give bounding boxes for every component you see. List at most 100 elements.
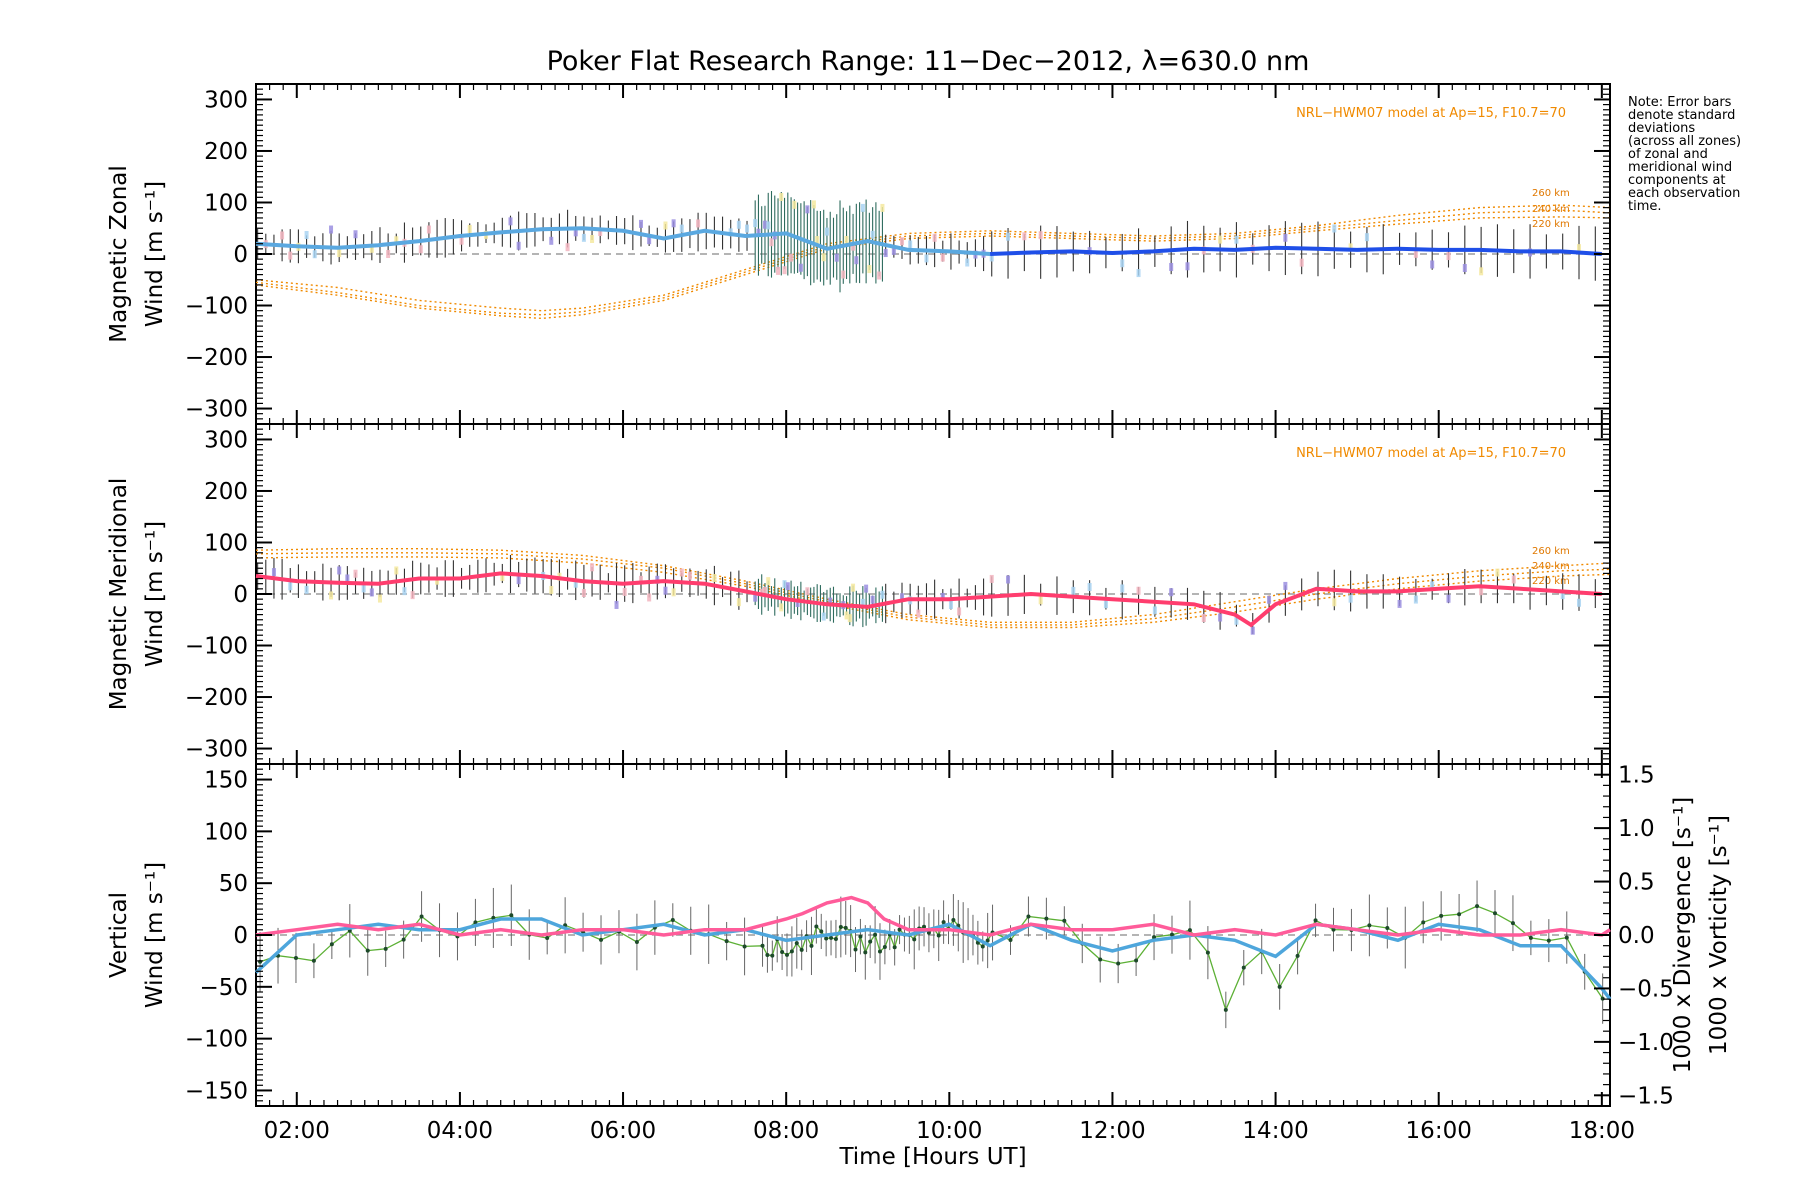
zonal-zone-marker: [581, 233, 586, 242]
zonal-zone-marker: [1022, 232, 1027, 241]
meridional-zone-marker: [1267, 595, 1272, 604]
x-tick-label: 04:00: [427, 1118, 493, 1144]
meridional-zone-marker: [1479, 587, 1484, 596]
vertical-wind-point: [401, 937, 406, 942]
vertical-wind-point: [1331, 927, 1336, 932]
meridional-mean-curve: [255, 571, 1602, 628]
meridional-zone-marker: [369, 588, 374, 597]
zonal-zone-marker: [779, 192, 784, 201]
zonal-y-tick-label: −200: [185, 345, 248, 371]
zonal-zone-marker: [769, 238, 774, 247]
x-axis-label: Time [Hours UT]: [838, 1144, 1026, 1170]
zonal-zone-marker: [844, 235, 849, 244]
meridional-zone-marker: [394, 566, 399, 575]
note-line: components at: [1628, 173, 1726, 188]
vertical-wind-point: [941, 920, 946, 925]
meridional-zone-marker: [353, 569, 358, 578]
meridional-zone-marker: [549, 585, 554, 594]
zonal-zone-marker: [573, 228, 578, 237]
vertical-wind-point: [868, 939, 873, 944]
meridional-zone-marker: [329, 591, 334, 600]
x-tick-label: 16:00: [1406, 1118, 1472, 1144]
zonal-zone-marker: [989, 253, 994, 262]
meridional-zone-marker: [1413, 595, 1418, 604]
zonal-zone-marker: [736, 220, 741, 229]
vertical-wind-point: [1134, 958, 1139, 963]
meridional-zone-marker: [795, 598, 800, 607]
vertical-wind-point: [892, 945, 897, 950]
note-line: denote standard: [1628, 108, 1735, 123]
vertical-wind-point: [853, 947, 858, 952]
zonal-zone-marker: [824, 227, 829, 236]
vertical-wind-point: [1367, 923, 1372, 928]
x-tick-label: 12:00: [1079, 1118, 1145, 1144]
meridional-zone-marker: [687, 571, 692, 580]
vertical-y2-tick-label: −1.5: [1618, 1083, 1674, 1109]
vertical-y-tick-label: −100: [185, 1027, 248, 1053]
vertical-wind-point: [599, 937, 604, 942]
zonal-zone-marker: [1283, 233, 1288, 242]
meridional-model-curve-260km: [255, 548, 1611, 623]
vertical-wind-point: [824, 936, 829, 941]
zonal-zone-marker: [394, 236, 399, 245]
right-ylabels: 1000 x Divergence [s⁻¹] 1000 x Vorticity…: [1670, 797, 1732, 1073]
vertical-wind-point: [634, 940, 639, 945]
zonal-zone-marker: [1364, 233, 1369, 242]
zonal-alt-label-220: 220 km: [1532, 219, 1570, 230]
zonal-model-curve-260km: [255, 204, 1611, 312]
vertical-y-tick-label: 0: [233, 923, 248, 949]
zonal-zone-marker: [1462, 263, 1467, 272]
zonal-alt-label-240: 240 km: [1532, 204, 1570, 215]
meridional-y-tick-label: −200: [185, 685, 248, 711]
meridional-zone-marker: [957, 607, 962, 616]
meridional-model-curve-240km: [255, 552, 1611, 626]
x-tick-label: 14:00: [1242, 1118, 1308, 1144]
zonal-zone-marker: [900, 237, 905, 246]
zonal-zone-marker: [696, 219, 701, 228]
vorticity-ylabel: 1000 x Vorticity [s⁻¹]: [1706, 815, 1732, 1055]
meridional-y-tick-label: 0: [233, 582, 248, 608]
vertical-wind-point: [1421, 920, 1426, 925]
zonal-y-tick-label: 0: [233, 242, 248, 268]
meridional-zone-marker: [1103, 600, 1108, 609]
zonal-zone-marker: [337, 249, 342, 258]
vertical-wind-point: [765, 952, 770, 957]
zonal-zone-marker: [841, 270, 846, 279]
meridional-zone-marker: [671, 588, 676, 597]
note-line: deviations: [1628, 121, 1695, 136]
zonal-y-tick-label: −300: [185, 397, 248, 423]
vertical-wind-point: [419, 914, 424, 919]
meridional-zone-marker: [948, 600, 953, 609]
zonal-mean-curve: [990, 245, 1602, 256]
vertical-wind-point: [780, 949, 785, 954]
zonal-zone-marker: [1413, 249, 1418, 258]
zonal-zone-marker: [638, 219, 643, 228]
vertical-wind-point: [509, 913, 514, 918]
meridional-zone-marker: [1234, 616, 1239, 625]
meridional-zone-marker: [1250, 626, 1255, 635]
vertical-wind-point: [809, 943, 814, 948]
vertical-y2-tick-label: 1.0: [1618, 816, 1655, 842]
zonal-zone-marker: [418, 245, 423, 254]
x-tick-label: 10:00: [916, 1118, 982, 1144]
zonal-zone-marker: [516, 241, 521, 250]
vertical-wind-point: [770, 953, 775, 958]
zonal-zone-marker: [805, 205, 810, 214]
zonal-zone-marker: [880, 203, 885, 212]
zonal-zone-marker: [924, 254, 929, 263]
meridional-zone-marker: [1560, 591, 1565, 600]
meridional-y-tick-label: 100: [204, 530, 248, 556]
vertical-y2-tick-label: 0.0: [1618, 923, 1655, 949]
vertical-wind-point: [293, 955, 298, 960]
vertical-wind-point: [1385, 925, 1390, 930]
vertical-wind-point: [794, 941, 799, 946]
meridional-y-tick-label: −300: [185, 737, 248, 763]
meridional-zone-marker: [785, 582, 790, 591]
zonal-model-label: NRL−HWM07 model at Ap=15, F10.7=70: [1296, 106, 1566, 121]
vertical-wind-point: [1152, 935, 1157, 940]
vertical-wind-point: [1241, 965, 1246, 970]
meridional-zone-marker: [1136, 586, 1141, 595]
vertical-wind-point: [1205, 950, 1210, 955]
zonal-mean-curve-light: [255, 226, 991, 256]
meridional-ylabel: Magnetic Meridional Wind [m s⁻¹]: [106, 478, 168, 711]
